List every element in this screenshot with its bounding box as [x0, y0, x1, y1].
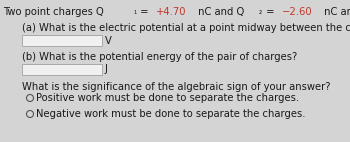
Text: Negative work must be done to separate the charges.: Negative work must be done to separate t…	[36, 109, 306, 119]
Text: ₁: ₁	[133, 7, 136, 16]
Text: What is the significance of the algebraic sign of your answer?: What is the significance of the algebrai…	[22, 82, 330, 92]
Text: (b) What is the potential energy of the pair of charges?: (b) What is the potential energy of the …	[22, 52, 297, 62]
Text: −2.60: −2.60	[281, 7, 312, 17]
Text: =: =	[137, 7, 152, 17]
Text: nC and Q: nC and Q	[195, 7, 244, 17]
Text: Two point charges Q: Two point charges Q	[3, 7, 104, 17]
Text: =: =	[263, 7, 277, 17]
Text: +4.70: +4.70	[156, 7, 186, 17]
Text: J: J	[105, 64, 108, 75]
Text: (a) What is the electric potential at a point midway between the charges?: (a) What is the electric potential at a …	[22, 23, 350, 33]
FancyBboxPatch shape	[22, 35, 102, 46]
Text: nC are separated by: nC are separated by	[321, 7, 350, 17]
Text: ₂: ₂	[259, 7, 262, 16]
FancyBboxPatch shape	[22, 64, 102, 75]
Text: V: V	[105, 36, 112, 45]
Text: Positive work must be done to separate the charges.: Positive work must be done to separate t…	[36, 93, 300, 103]
